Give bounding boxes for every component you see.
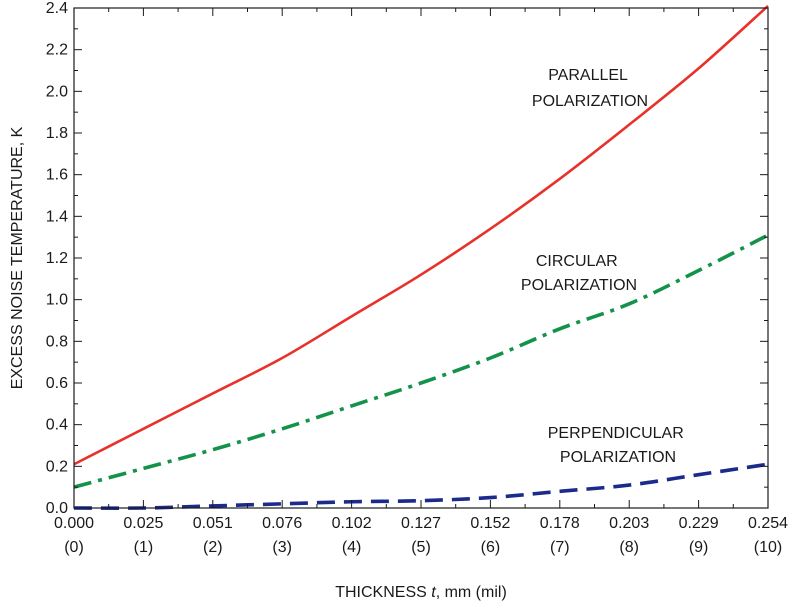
- y-tick-label: 0.2: [46, 458, 68, 475]
- x-tick-sublabel: (9): [689, 539, 709, 556]
- y-axis-label: EXCESS NOISE TEMPERATURE, K: [9, 126, 26, 389]
- x-tick-label: 0.102: [332, 515, 372, 532]
- series-line-circular-polarization: [73, 233, 769, 489]
- y-tick-label: 0.8: [46, 333, 68, 350]
- y-tick-label: 1.2: [46, 250, 68, 267]
- y-tick-label: 2.2: [46, 42, 68, 59]
- x-tick-label: 0.203: [609, 515, 649, 532]
- x-tick-sublabel: (7): [550, 539, 570, 556]
- x-tick-label: 0.076: [262, 515, 302, 532]
- x-axis-label-suffix: , mm (mil): [436, 584, 507, 601]
- x-tick-sublabel: (8): [619, 539, 639, 556]
- x-tick-sublabel: (0): [64, 539, 84, 556]
- y-tick-label: 0.0: [46, 500, 68, 517]
- x-tick-label: 0.254: [748, 515, 788, 532]
- annotation-parallel: PARALLEL POLARIZATION: [532, 67, 648, 110]
- series-line-perpendicular-polarization: [73, 462, 769, 510]
- x-tick-sublabel: (2): [203, 539, 223, 556]
- series-line-parallel-polarization: [73, 4, 769, 466]
- ticks-layer: [73, 7, 769, 509]
- x-tick-label: 0.025: [123, 515, 163, 532]
- x-tick-label: 0.152: [470, 515, 510, 532]
- annotation-perpendicular: PERPENDICULAR POLARIZATION: [548, 425, 688, 466]
- y-tick-label: 1.8: [46, 125, 68, 142]
- x-tick-label: 0.127: [401, 515, 441, 532]
- annotation-circular-line2: POLARIZATION: [521, 277, 637, 294]
- series-layer: [73, 4, 769, 510]
- x-tick-label: 0.178: [540, 515, 580, 532]
- y-tick-label: 1.0: [46, 292, 68, 309]
- y-tick-label: 2.4: [46, 0, 68, 17]
- y-tick-label: 1.6: [46, 167, 68, 184]
- annotation-parallel-line2: POLARIZATION: [532, 93, 648, 110]
- y-tick-label: 1.4: [46, 208, 68, 225]
- labels-layer: 0.0 0.2 0.4 0.6 0.8 1.0 1.2 1.4 1.6 1.8 2.0 2.2 2.4 0…: [46, 0, 788, 556]
- x-tick-label: 0.051: [193, 515, 233, 532]
- y-tick-label: 0.4: [46, 417, 68, 434]
- annotation-circular: CIRCULAR POLARIZATION: [521, 253, 637, 294]
- x-tick-sublabel: (1): [134, 539, 154, 556]
- annotation-perpendicular-line2: POLARIZATION: [560, 449, 676, 466]
- x-tick-sublabel: (5): [411, 539, 431, 556]
- y-tick-label: 0.6: [46, 375, 68, 392]
- annotation-parallel-line1: PARALLEL: [548, 67, 628, 84]
- x-tick-sublabel: (10): [754, 539, 782, 556]
- x-axis-label-variable: t: [431, 584, 436, 601]
- x-tick-sublabel: (4): [342, 539, 362, 556]
- x-axis-label: THICKNESS t, mm (mil): [335, 584, 507, 601]
- annotation-circular-line1: CIRCULAR: [536, 253, 618, 270]
- x-tick-sublabel: (6): [481, 539, 501, 556]
- x-axis-label-prefix: THICKNESS: [335, 584, 431, 601]
- x-tick-label: 0.000: [54, 515, 94, 532]
- annotation-perpendicular-line1: PERPENDICULAR: [548, 425, 684, 442]
- x-tick-sublabel: (3): [272, 539, 292, 556]
- y-tick-label: 2.0: [46, 83, 68, 100]
- x-tick-label: 0.229: [679, 515, 719, 532]
